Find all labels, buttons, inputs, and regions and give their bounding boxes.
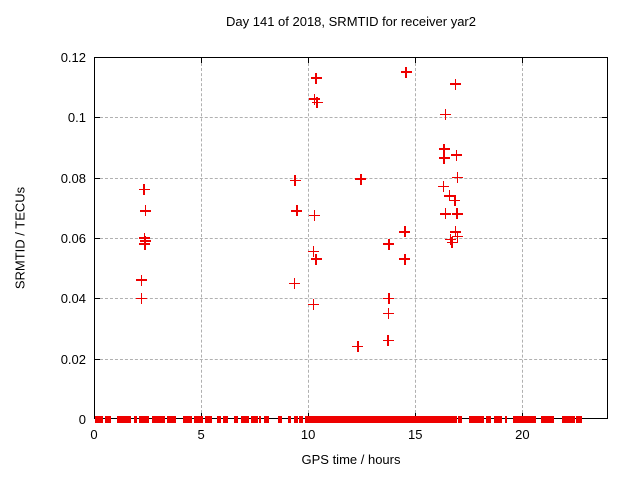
- zero-value-marker-band: [250, 415, 258, 423]
- zero-value-marker-band: [299, 415, 304, 423]
- zero-value-marker-band: [294, 415, 298, 423]
- x-tick-mark: [201, 58, 203, 63]
- y-tick-mark: [95, 177, 100, 179]
- zero-value-marker-band: [105, 415, 111, 423]
- zero-value-marker-band: [183, 415, 193, 423]
- gridline-horizontal: [95, 238, 607, 239]
- zero-value-marker-band: [278, 415, 282, 423]
- zero-value-marker-band: [264, 415, 269, 423]
- x-tick-label: 20: [515, 427, 530, 442]
- zero-value-marker-band: [575, 415, 582, 423]
- zero-value-marker-band: [485, 415, 492, 423]
- y-tick-label: 0.04: [60, 291, 86, 307]
- chart-title: Day 141 of 2018, SRMTID for receiver yar…: [226, 14, 476, 29]
- x-tick-label: 5: [197, 427, 205, 442]
- zero-value-marker-band: [468, 415, 484, 423]
- zero-value-marker-band: [167, 415, 176, 423]
- zero-value-marker-band: [134, 415, 137, 423]
- y-tick-label: 0.12: [60, 50, 86, 65]
- zero-value-marker-band: [94, 415, 103, 423]
- x-tick-mark: [415, 58, 417, 63]
- gridline-horizontal: [95, 177, 607, 179]
- y-tick-mark: [602, 117, 607, 119]
- zero-value-marker-band: [223, 415, 228, 423]
- gridline-horizontal: [95, 117, 607, 119]
- y-tick-mark: [602, 177, 607, 179]
- zero-value-marker-band: [304, 415, 426, 423]
- zero-value-marker-band: [458, 415, 462, 423]
- zero-value-marker-band: [138, 415, 149, 423]
- gridline-horizontal: [95, 358, 607, 360]
- x-tick-label: 15: [408, 427, 423, 442]
- zero-value-marker-band: [194, 415, 204, 423]
- y-tick-label: 0.08: [60, 170, 86, 186]
- zero-value-marker-band: [259, 415, 262, 423]
- zero-value-marker-band: [505, 415, 508, 423]
- zero-value-marker-band: [204, 415, 213, 423]
- y-tick-mark: [602, 358, 607, 360]
- zero-value-marker-band: [540, 415, 555, 423]
- x-axis-label: GPS time / hours: [301, 452, 401, 467]
- y-tick-mark: [602, 298, 607, 300]
- zero-value-marker-band: [117, 415, 132, 423]
- y-tick-mark: [95, 358, 100, 360]
- zero-value-marker-band: [288, 415, 292, 423]
- y-tick-label: 0.06: [60, 231, 86, 246]
- zero-value-marker-band: [426, 415, 458, 423]
- y-tick-mark: [95, 298, 100, 300]
- y-tick-mark: [602, 238, 607, 239]
- y-tick-label: 0.02: [60, 351, 86, 367]
- y-axis-label: SRMTID / TECUs: [12, 186, 28, 290]
- zero-value-marker-band: [234, 415, 238, 423]
- gridline-horizontal: [95, 298, 607, 300]
- y-tick-mark: [95, 238, 100, 239]
- zero-value-marker-band: [562, 415, 575, 423]
- y-tick-label: 0: [78, 412, 86, 427]
- x-tick-label: 0: [90, 427, 98, 442]
- x-tick-mark: [308, 58, 310, 63]
- zero-value-marker-band: [216, 415, 221, 423]
- zero-value-marker-band: [240, 415, 250, 423]
- x-tick-mark: [522, 58, 524, 63]
- y-tick-mark: [95, 117, 100, 119]
- x-tick-label: 10: [300, 427, 316, 442]
- zero-value-marker-band: [152, 415, 165, 423]
- y-tick-label: 0.1: [67, 110, 86, 126]
- zero-value-marker-band: [512, 415, 537, 423]
- zero-value-marker-band: [493, 415, 503, 423]
